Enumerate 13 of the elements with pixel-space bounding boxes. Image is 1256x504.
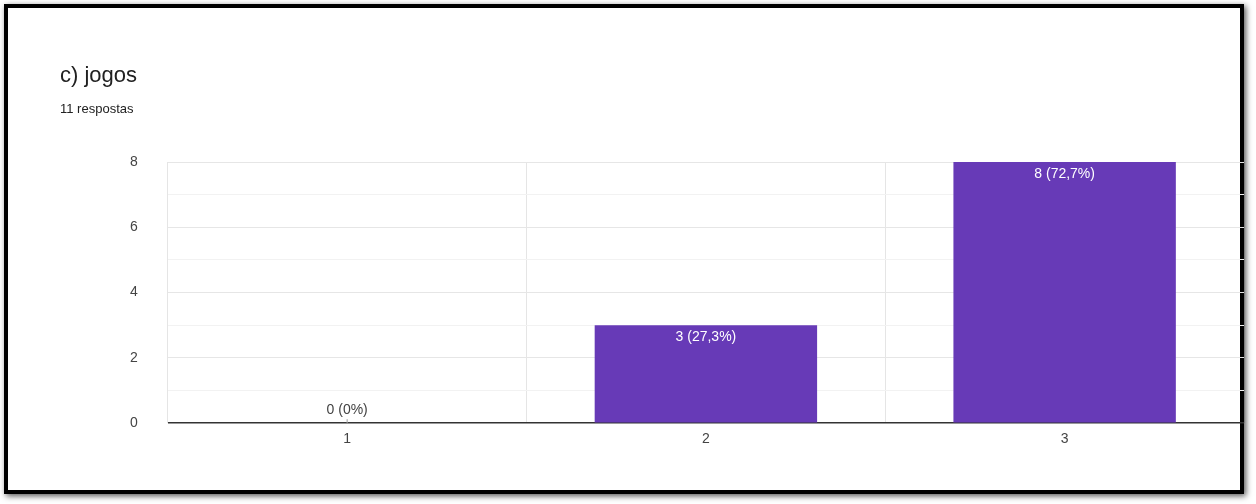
chart-title: c) jogos — [60, 62, 138, 88]
y-tick-label: 6 — [129, 218, 138, 235]
x-tick-label: 1 — [343, 430, 352, 447]
y-tick-label: 0 — [129, 414, 138, 431]
y-tick-label: 2 — [129, 348, 138, 365]
y-tick-label: 8 — [129, 152, 138, 169]
y-tick-label: 4 — [129, 283, 138, 300]
data-label: 3 (27,3%) — [675, 328, 737, 345]
x-tick-label: 3 — [1060, 430, 1069, 447]
data-label: 8 (72,7%) — [1034, 164, 1095, 181]
data-label: 0 (0%) — [326, 401, 368, 418]
chart-subtitle: 11 respostas — [60, 101, 134, 116]
x-tick-label: 2 — [701, 430, 710, 447]
